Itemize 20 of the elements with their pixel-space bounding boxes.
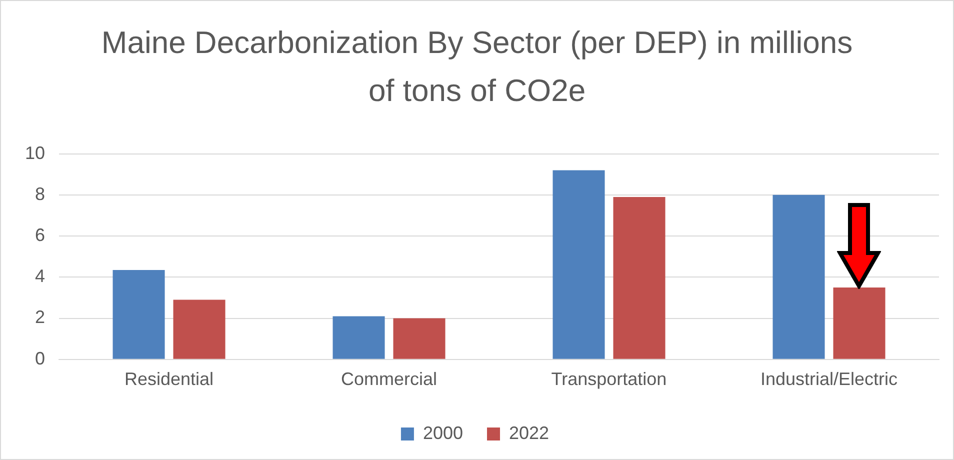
y-tick-label: 6 <box>35 225 46 246</box>
y-tick-label: 4 <box>35 266 46 286</box>
bar <box>173 300 226 359</box>
y-tick-label: 0 <box>35 348 46 368</box>
y-tick-label: 8 <box>35 184 46 204</box>
x-tick-label: Residential <box>124 369 214 390</box>
bar <box>613 196 666 359</box>
chart-title: Maine Decarbonization By Sector (per DEP) in millions of tons of CO2e <box>101 24 853 110</box>
x-tick-label: Industrial/Electric <box>760 369 898 390</box>
y-tick-label: 10 <box>24 142 46 163</box>
bar <box>332 316 385 359</box>
legend-label: 2000 <box>422 422 464 443</box>
bar <box>393 318 446 359</box>
x-tick-label: Transportation <box>551 369 667 390</box>
bar <box>552 170 605 359</box>
bar <box>112 270 165 359</box>
x-tick-label: Commercial <box>341 369 438 390</box>
bar <box>772 194 825 359</box>
legend-label: 2022 <box>509 422 550 443</box>
y-tick-label: 2 <box>35 307 46 328</box>
